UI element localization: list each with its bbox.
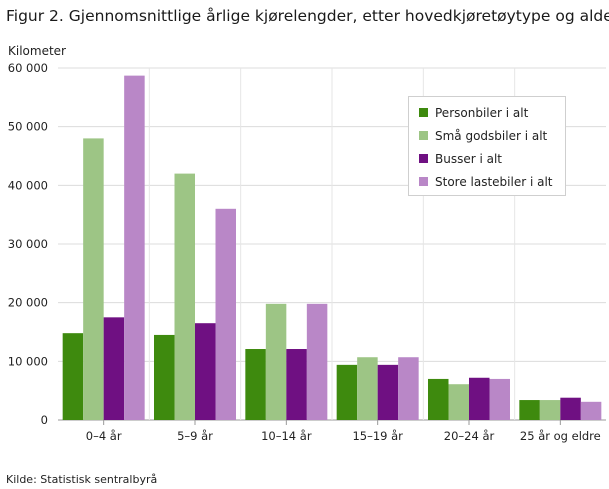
legend: Personbiler i alt Små godsbiler i alt Buss… bbox=[408, 96, 566, 196]
legend-item: Store lastebiler i alt bbox=[419, 170, 559, 193]
bar bbox=[154, 334, 175, 420]
x-axis-ticks: 0–4 år 5–9 år 10–14 år 15–19 år 20–24 år 25 å… bbox=[86, 420, 601, 443]
bars bbox=[62, 75, 602, 421]
legend-swatch bbox=[419, 108, 428, 117]
y-tick-label: 0 bbox=[41, 413, 48, 427]
source-note: Kilde: Statistisk sentralbyrå bbox=[6, 473, 158, 486]
bar bbox=[519, 400, 540, 420]
y-tick-label: 50 000 bbox=[8, 120, 48, 134]
bar bbox=[489, 378, 510, 420]
bar bbox=[215, 208, 236, 420]
bar bbox=[560, 397, 581, 420]
x-tick-label: 10–14 år bbox=[261, 429, 312, 443]
y-tick-label: 60 000 bbox=[8, 61, 48, 75]
x-tick-label: 5–9 år bbox=[177, 429, 213, 443]
x-tick-label: 0–4 år bbox=[86, 429, 122, 443]
bar bbox=[265, 303, 287, 420]
legend-swatch bbox=[419, 131, 428, 140]
x-tick-label: 20–24 år bbox=[444, 429, 495, 443]
chart-title: Figur 2. Gjennomsnittlige årlige kjørele… bbox=[6, 7, 609, 25]
bar bbox=[103, 317, 125, 420]
bar bbox=[124, 75, 145, 421]
y-tick-label: 20 000 bbox=[8, 296, 48, 310]
bar bbox=[174, 173, 195, 420]
bar bbox=[286, 349, 307, 420]
legend-item: Små godsbiler i alt bbox=[419, 124, 559, 147]
bar-chart: 0 10 000 20 000 30 000 40 000 50 000 60 000 0–… bbox=[8, 61, 606, 443]
bar bbox=[580, 401, 602, 420]
legend-swatch bbox=[419, 177, 428, 186]
legend-swatch bbox=[419, 154, 428, 163]
bar bbox=[62, 333, 84, 420]
legend-label: Personbiler i alt bbox=[435, 105, 529, 120]
bar bbox=[428, 378, 449, 420]
legend-label: Busser i alt bbox=[435, 151, 503, 166]
x-tick-label: 25 år og eldre bbox=[520, 429, 601, 443]
y-tick-label: 30 000 bbox=[8, 237, 48, 251]
bar bbox=[336, 364, 358, 420]
bar bbox=[245, 349, 266, 420]
bar bbox=[448, 384, 469, 420]
legend-label: Små godsbiler i alt bbox=[435, 128, 548, 143]
bar bbox=[83, 138, 104, 420]
bar bbox=[398, 357, 419, 420]
y-axis-label: Kilometer bbox=[8, 44, 66, 58]
bar bbox=[539, 400, 561, 420]
y-tick-label: 40 000 bbox=[8, 178, 48, 192]
legend-item: Personbiler i alt bbox=[419, 101, 559, 124]
legend-label: Store lastebiler i alt bbox=[435, 174, 553, 189]
bar bbox=[377, 364, 399, 420]
y-axis-ticks: 0 10 000 20 000 30 000 40 000 50 000 60 000 bbox=[8, 61, 48, 427]
bar bbox=[306, 303, 328, 420]
bar bbox=[469, 377, 490, 420]
legend-item: Busser i alt bbox=[419, 147, 559, 170]
bar bbox=[357, 357, 378, 420]
x-tick-label: 15–19 år bbox=[352, 429, 403, 443]
y-tick-label: 10 000 bbox=[8, 354, 48, 368]
bar bbox=[195, 323, 216, 420]
